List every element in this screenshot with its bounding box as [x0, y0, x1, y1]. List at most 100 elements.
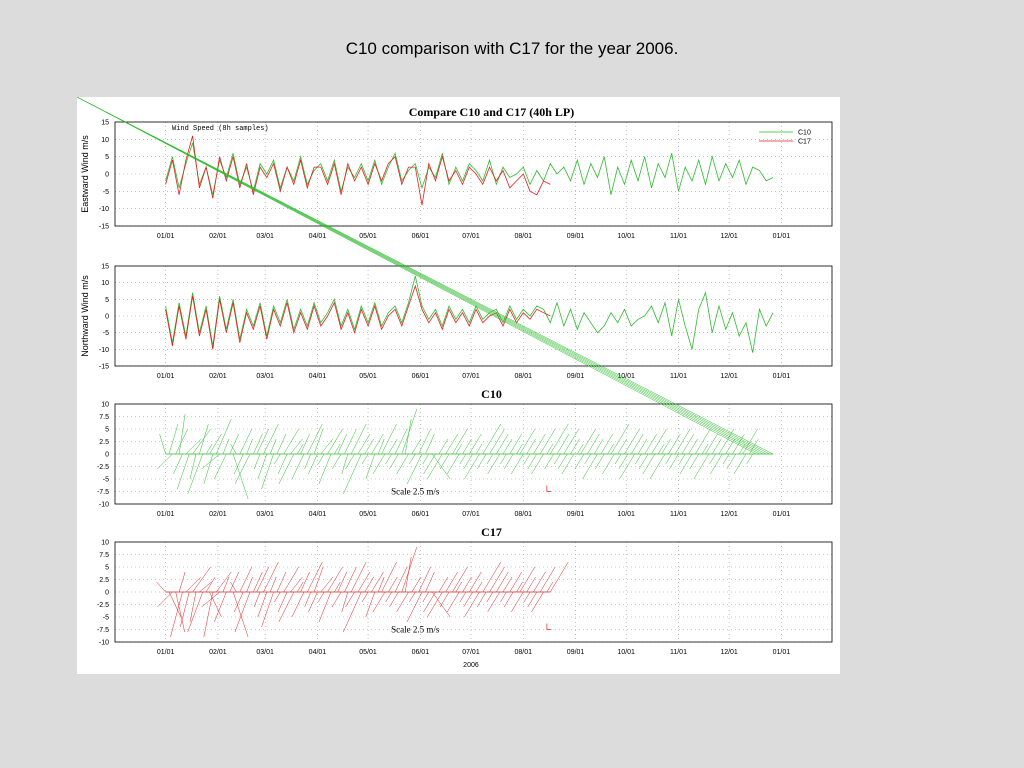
wind-stick	[600, 433, 614, 455]
wind-stick	[394, 428, 408, 455]
wind-stick	[257, 453, 268, 480]
wind-stick	[661, 438, 671, 455]
y-axis-label: Eastward Wind m/s	[80, 135, 90, 213]
wind-stick	[644, 433, 657, 455]
series-c17-line	[165, 284, 551, 350]
wind-stick	[176, 453, 190, 490]
x-tick-label: 05/01	[359, 373, 377, 380]
x-tick-label: 02/01	[209, 649, 227, 656]
wind-stick	[389, 453, 399, 470]
wind-stick	[500, 453, 507, 465]
wind-stick	[178, 571, 186, 593]
y-tick-label: -15	[99, 224, 109, 231]
wind-stick	[533, 433, 546, 455]
wind-stick	[425, 433, 435, 455]
wind-stick	[308, 453, 318, 475]
wind-stick	[476, 591, 487, 608]
wind-stick	[503, 591, 514, 608]
x-tick-label: 01/01	[773, 233, 791, 240]
wind-stick	[446, 591, 460, 613]
wind-stick	[469, 433, 482, 455]
wind-stick	[214, 453, 227, 480]
wind-stick	[230, 443, 237, 455]
x-tick-label: 08/01	[515, 373, 533, 380]
panel-title: C10	[481, 387, 502, 401]
x-tick-label: 01/01	[157, 373, 175, 380]
wind-stick	[689, 453, 699, 470]
wind-stick	[502, 576, 513, 593]
wind-stick	[253, 433, 263, 455]
wind-stick	[455, 581, 463, 593]
x-tick-label: 01/01	[157, 233, 175, 240]
wind-stick	[327, 566, 343, 593]
legend-label-c17: C17	[798, 139, 811, 146]
wind-stick	[263, 423, 279, 455]
x-tick-label: 01/01	[157, 649, 175, 656]
wind-stick	[345, 591, 355, 608]
wind-stick	[418, 566, 431, 593]
wind-stick	[372, 453, 386, 475]
wind-stick	[232, 591, 249, 638]
wind-stick	[372, 591, 386, 613]
wind-stick	[445, 433, 458, 455]
wind-stick	[587, 433, 600, 455]
wind-stick	[178, 413, 186, 455]
wind-stick	[313, 428, 324, 455]
wind-stick	[519, 428, 536, 455]
y-tick-label: 2.5	[99, 577, 109, 584]
panel-c10-sticks	[77, 97, 833, 505]
wind-stick	[455, 443, 463, 455]
wind-stick	[261, 591, 274, 628]
wind-stick	[618, 453, 629, 470]
wind-stick	[337, 433, 347, 455]
wind-stick	[396, 453, 409, 475]
wind-stick	[533, 571, 546, 593]
wind-stick	[693, 453, 710, 480]
wind-stick	[201, 591, 220, 608]
wind-stick	[256, 566, 269, 593]
x-tick-label: 12/01	[720, 233, 738, 240]
wind-stick	[516, 581, 523, 593]
wind-stick	[331, 591, 342, 608]
wind-stick	[446, 453, 460, 475]
wind-stick	[527, 591, 537, 608]
wind-stick	[570, 438, 580, 455]
wind-stick	[341, 591, 349, 613]
wind-stick	[582, 453, 598, 480]
x-tick-label: 03/01	[256, 373, 274, 380]
y-tick-label: 5	[105, 565, 109, 572]
wind-stick	[157, 591, 173, 608]
annotation-text: Wind Speed (8h samples)	[172, 125, 269, 133]
wind-stick	[557, 453, 568, 470]
wind-stick	[283, 428, 299, 455]
wind-stick	[77, 97, 760, 455]
x-tick-label: 03/01	[256, 233, 274, 240]
wind-stick	[304, 591, 311, 608]
wind-stick	[425, 571, 435, 593]
wind-stick	[539, 428, 556, 455]
wind-stick	[607, 443, 614, 455]
wind-stick	[187, 453, 203, 495]
wind-stick	[550, 561, 569, 593]
x-tick-label: 04/01	[309, 233, 327, 240]
wind-stick	[232, 453, 249, 500]
y-tick-label: 2.5	[99, 439, 109, 446]
y-tick-label: 0	[105, 590, 109, 597]
panel-eastward	[114, 121, 833, 227]
series-c17-line	[165, 135, 551, 206]
wind-stick	[215, 418, 232, 455]
wind-stick	[256, 428, 269, 455]
wind-stick	[320, 438, 334, 455]
wind-stick	[222, 576, 230, 593]
wind-stick	[526, 576, 536, 593]
wind-stick	[318, 453, 332, 485]
wind-stick	[341, 453, 349, 475]
wind-stick	[409, 453, 416, 465]
wind-stick	[239, 428, 253, 455]
wind-stick	[580, 428, 596, 455]
wind-stick	[531, 453, 544, 475]
y-tick-label: 5	[105, 427, 109, 434]
wind-stick	[674, 428, 691, 455]
x-tick-label: 05/01	[359, 233, 377, 240]
x-tick-label: 09/01	[567, 373, 585, 380]
